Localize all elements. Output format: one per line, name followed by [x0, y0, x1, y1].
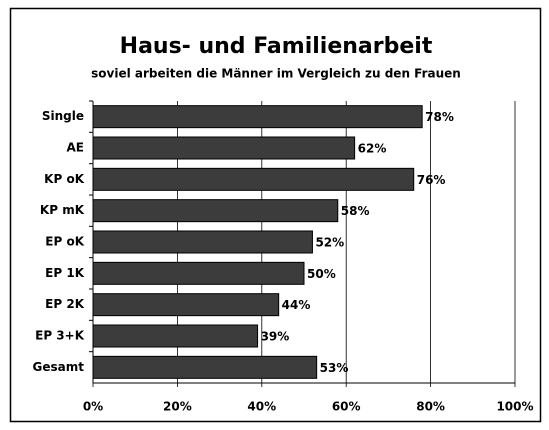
value-label: 62% — [358, 142, 387, 156]
x-tick-label: 80% — [416, 400, 445, 414]
chart-title: Haus- und Familienarbeit — [120, 34, 433, 59]
value-label: 53% — [320, 361, 349, 375]
y-tick-label: KP mK — [40, 203, 85, 217]
bar — [92, 261, 305, 285]
bar — [92, 199, 339, 223]
x-tick-label: 20% — [163, 400, 192, 414]
y-tick-label: KP oK — [44, 172, 85, 186]
y-tick-label: Gesamt — [33, 360, 85, 374]
chart-subtitle: soviel arbeiten die Männer im Vergleich … — [91, 67, 461, 81]
y-tick-label: EP 2K — [45, 297, 85, 311]
y-tick-label: AE — [67, 141, 84, 155]
bar — [92, 167, 415, 191]
x-tick-label: 40% — [247, 400, 276, 414]
value-label: 52% — [315, 236, 344, 250]
x-tick-label: 0% — [83, 400, 103, 414]
bar — [92, 355, 318, 379]
value-label: 44% — [282, 298, 311, 312]
bar — [92, 136, 356, 160]
y-tick-label: EP oK — [45, 235, 84, 249]
x-tick-label: 100% — [496, 400, 533, 414]
value-label: 58% — [341, 204, 370, 218]
y-tick-label: EP 1K — [45, 266, 85, 280]
x-tick-label: 60% — [332, 400, 361, 414]
bar — [92, 230, 313, 254]
value-label: 39% — [261, 330, 290, 344]
bar — [92, 293, 280, 317]
bar — [92, 105, 423, 129]
y-tick-label: Single — [42, 109, 84, 123]
value-label: 50% — [307, 267, 336, 281]
bar — [92, 324, 259, 348]
y-tick-label: EP 3+K — [35, 329, 85, 343]
value-label: 78% — [425, 110, 454, 124]
value-label: 76% — [417, 173, 446, 187]
